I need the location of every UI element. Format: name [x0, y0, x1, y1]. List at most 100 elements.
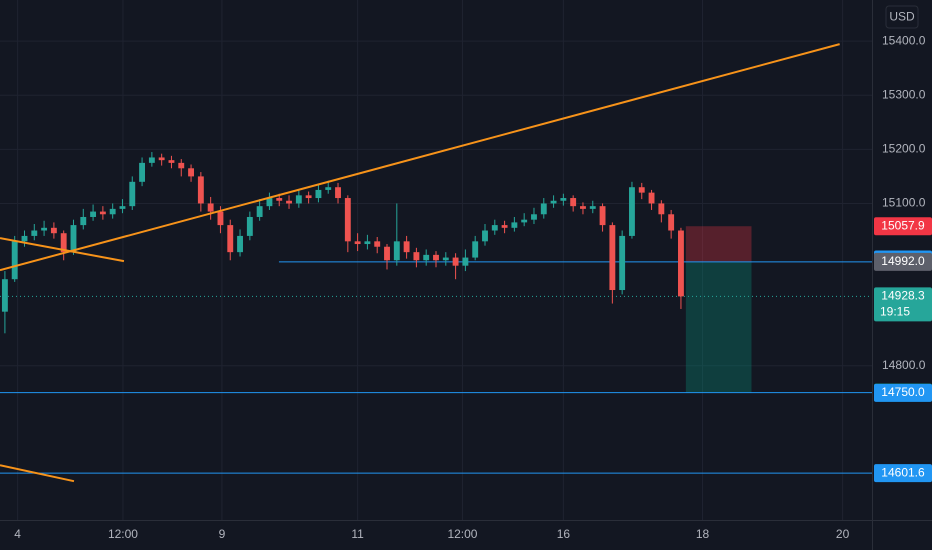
price-tag	[874, 252, 932, 271]
candle-body	[246, 216, 253, 236]
y-tick-label: 15200.0	[882, 142, 926, 156]
candle-body	[315, 189, 322, 199]
x-tick-label: 12:00	[108, 527, 138, 541]
x-tick-label: 16	[557, 527, 571, 541]
candle-body	[658, 203, 665, 215]
candle-body	[256, 206, 263, 217]
candle-body	[207, 203, 214, 212]
candle-body	[629, 187, 635, 236]
candle-body	[560, 198, 567, 201]
candle-body	[609, 225, 616, 291]
x-tick-label: 11	[351, 527, 364, 541]
candle-body	[491, 225, 498, 231]
trend-line	[0, 43, 840, 272]
candle-body	[462, 257, 469, 266]
candle-body	[638, 187, 645, 193]
candle-body	[276, 198, 283, 201]
currency-box[interactable]	[885, 5, 919, 29]
candle-body	[129, 181, 136, 207]
candle-body	[335, 187, 341, 199]
price-tag-label: 14601.6	[881, 465, 925, 479]
y-tick-label: 15100.0	[882, 196, 926, 210]
candle-body	[344, 198, 351, 242]
candle-body	[668, 214, 675, 231]
y-tick-label: 15300.0	[882, 87, 926, 101]
candle-body	[237, 235, 243, 253]
currency: USD	[889, 10, 915, 24]
candle-body	[266, 198, 273, 207]
candle-body	[531, 214, 537, 220]
price-tag	[874, 383, 932, 402]
candle-body	[286, 200, 292, 204]
candle-body	[148, 157, 155, 163]
trend-line	[0, 237, 125, 263]
candle-body	[1, 279, 8, 312]
price-tag-label: 14750.0	[881, 385, 925, 399]
candle-body	[589, 206, 596, 209]
candle-body	[364, 241, 371, 245]
candle-body	[619, 235, 626, 291]
candle-body	[570, 198, 577, 207]
x-tick-label: 20	[836, 527, 850, 541]
candle-body	[90, 211, 97, 217]
candle-body	[168, 160, 175, 163]
candle-body	[511, 222, 518, 228]
candle-body	[521, 219, 528, 223]
stop-zone	[685, 226, 752, 262]
candle-body	[139, 162, 146, 182]
candle-body	[354, 241, 361, 245]
price-tag	[874, 464, 932, 483]
candle-body	[678, 230, 684, 297]
candle-body	[482, 230, 488, 242]
price-tag	[874, 287, 932, 322]
trend-line	[0, 464, 75, 483]
price-tag	[874, 217, 932, 236]
candle-body	[11, 241, 18, 280]
candle-body	[188, 168, 194, 177]
candle-body	[217, 211, 224, 226]
candle-body	[99, 211, 106, 215]
candle-body	[442, 257, 449, 261]
countdown-label: 19:15	[880, 305, 910, 319]
candle-body	[41, 227, 48, 231]
candle-body	[580, 206, 586, 209]
candle-body	[80, 216, 87, 226]
y-tick-label: 14800.0	[882, 358, 926, 372]
candle-body	[393, 241, 400, 261]
x-tick-label: 9	[219, 527, 226, 541]
last-price-label: 14928.3	[881, 289, 925, 303]
candle-body	[119, 206, 126, 209]
candle-body	[305, 195, 312, 199]
candle-body	[295, 195, 302, 204]
candle-body	[178, 162, 185, 169]
candle-body	[433, 254, 439, 261]
candle-body	[325, 187, 332, 190]
x-tick-label: 4	[14, 527, 21, 541]
target-zone	[685, 261, 752, 393]
candle-body	[550, 200, 557, 204]
candle-body	[50, 227, 57, 234]
candle-body	[60, 233, 67, 253]
candle-body	[501, 225, 508, 228]
candle-body	[31, 230, 38, 236]
price-tag-label: 14992.0	[881, 254, 925, 268]
y-tick-label: 15400.0	[882, 33, 926, 47]
candle-body	[452, 257, 459, 266]
candle-body	[109, 208, 116, 215]
candle-body	[374, 241, 381, 247]
candle-body	[158, 157, 165, 161]
candle-body	[599, 206, 606, 226]
candle-body	[403, 241, 410, 253]
candle-body	[648, 192, 655, 204]
candle-body	[227, 225, 234, 253]
candle-body	[197, 176, 204, 204]
candle-body	[70, 225, 77, 253]
candle-body	[384, 246, 390, 261]
candle-body	[21, 235, 28, 242]
x-tick-label: 12:00	[447, 527, 477, 541]
price-tag-label: 15057.9	[881, 218, 925, 232]
candle-body	[413, 252, 420, 261]
candle-body	[423, 254, 430, 261]
